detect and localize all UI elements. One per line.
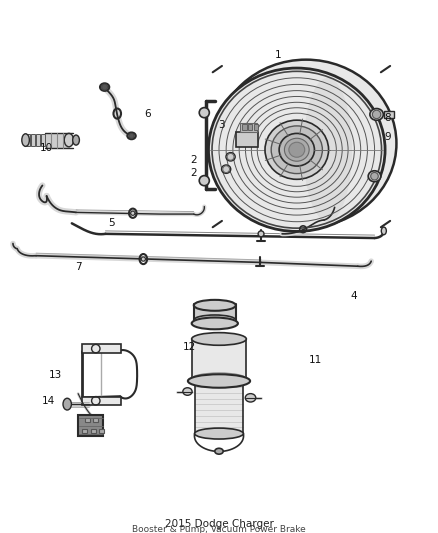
- Bar: [194, 304, 236, 320]
- Bar: [99, 429, 104, 433]
- Bar: [192, 339, 246, 379]
- Ellipse shape: [289, 142, 305, 157]
- Bar: [242, 124, 247, 130]
- Ellipse shape: [284, 138, 309, 161]
- Ellipse shape: [188, 374, 250, 387]
- Text: 4: 4: [350, 290, 357, 301]
- Bar: [240, 123, 257, 132]
- Ellipse shape: [304, 78, 352, 222]
- Text: 1: 1: [275, 50, 281, 60]
- Bar: [45, 133, 70, 148]
- Bar: [384, 111, 394, 118]
- Text: 7: 7: [75, 262, 81, 272]
- Ellipse shape: [226, 152, 235, 161]
- Ellipse shape: [73, 135, 79, 145]
- Ellipse shape: [192, 333, 246, 345]
- Ellipse shape: [370, 109, 383, 120]
- Circle shape: [102, 84, 108, 90]
- Ellipse shape: [215, 60, 396, 227]
- Circle shape: [199, 108, 209, 118]
- Ellipse shape: [271, 126, 322, 174]
- Ellipse shape: [245, 394, 256, 402]
- Bar: [36, 134, 40, 146]
- Text: 3: 3: [218, 119, 224, 130]
- Ellipse shape: [22, 134, 29, 147]
- Ellipse shape: [127, 133, 136, 139]
- Text: Booster & Pump, Vacuum Power Brake: Booster & Pump, Vacuum Power Brake: [132, 526, 306, 533]
- Bar: [78, 415, 103, 435]
- Ellipse shape: [183, 387, 192, 395]
- Text: 8: 8: [384, 113, 391, 123]
- Bar: [31, 134, 35, 146]
- Bar: [82, 429, 88, 433]
- Ellipse shape: [194, 377, 244, 387]
- Bar: [237, 132, 258, 147]
- Ellipse shape: [192, 318, 238, 329]
- Bar: [93, 417, 98, 422]
- Bar: [194, 379, 244, 433]
- Bar: [81, 344, 121, 353]
- Bar: [85, 417, 90, 422]
- Bar: [81, 397, 121, 405]
- Circle shape: [131, 211, 135, 215]
- Ellipse shape: [64, 133, 74, 147]
- Text: 2: 2: [191, 155, 197, 165]
- Bar: [248, 124, 252, 130]
- Ellipse shape: [63, 398, 71, 410]
- Circle shape: [372, 110, 381, 119]
- Ellipse shape: [381, 227, 386, 235]
- Text: 11: 11: [309, 355, 322, 365]
- Text: 14: 14: [42, 396, 55, 406]
- Ellipse shape: [368, 171, 381, 182]
- Circle shape: [129, 133, 134, 139]
- Text: 10: 10: [40, 143, 53, 152]
- Circle shape: [141, 257, 145, 261]
- Bar: [254, 124, 258, 130]
- Text: 13: 13: [48, 370, 62, 379]
- Ellipse shape: [265, 120, 328, 179]
- Text: 9: 9: [384, 132, 391, 142]
- Circle shape: [199, 175, 209, 185]
- Ellipse shape: [192, 373, 246, 385]
- Ellipse shape: [222, 165, 231, 173]
- Bar: [26, 134, 30, 146]
- Text: 2: 2: [191, 168, 197, 178]
- Circle shape: [258, 231, 264, 237]
- Ellipse shape: [208, 68, 385, 231]
- Text: 6: 6: [144, 109, 151, 119]
- Ellipse shape: [100, 83, 109, 91]
- Text: 12: 12: [183, 342, 196, 352]
- Circle shape: [371, 173, 378, 180]
- Bar: [41, 134, 46, 146]
- Ellipse shape: [194, 428, 244, 439]
- Text: 2015 Dodge Charger: 2015 Dodge Charger: [165, 519, 273, 529]
- Text: 5: 5: [109, 219, 115, 228]
- Ellipse shape: [194, 315, 236, 325]
- Bar: [91, 429, 96, 433]
- Ellipse shape: [215, 448, 223, 454]
- Ellipse shape: [194, 300, 236, 311]
- Ellipse shape: [279, 133, 314, 166]
